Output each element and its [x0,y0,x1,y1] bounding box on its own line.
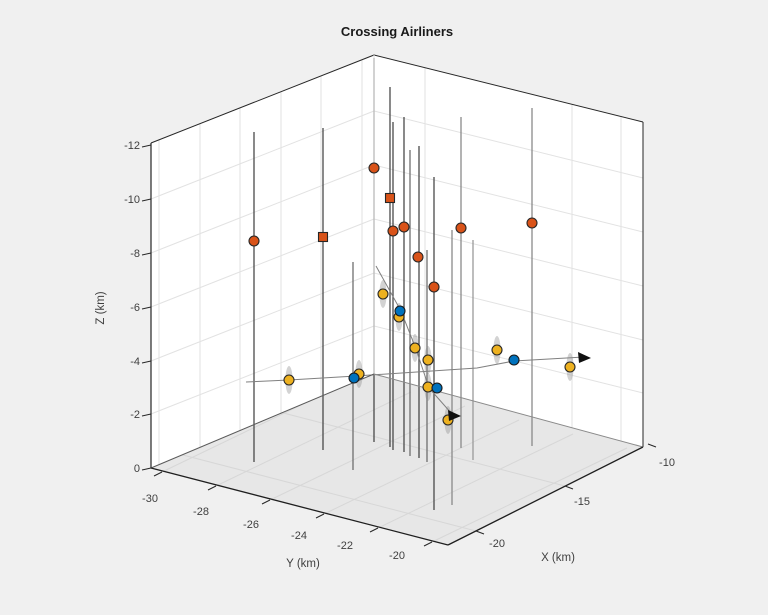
floor-grid-line [267,408,566,487]
airliner-detection-marker [422,381,434,393]
z-tick-label: -12 [124,140,140,152]
right-wall [374,55,643,447]
track-marker [348,372,360,384]
track-marker [394,305,406,317]
axes-floor [151,374,643,545]
wall-grid-line [150,272,375,362]
z-tick-label: -8 [130,248,140,260]
other-traffic-detection-marker [412,251,424,263]
axes-edge [447,446,644,546]
other-traffic-detection-marker [398,221,410,233]
tick-mark [141,360,152,364]
wall-grid-line [150,164,375,254]
wall-grid-line [150,218,375,308]
floor-plane [151,374,643,545]
other-traffic-detection-marker [455,222,467,234]
other-traffic-detection-marker [387,225,399,237]
x-tick-label: -10 [659,457,675,469]
y-axis-label: Y (km) [286,558,320,570]
tick-mark [153,471,163,477]
trajectory-line [245,356,585,383]
y-tick-label: -28 [193,506,209,518]
floor-grid-line [178,453,477,532]
other-traffic-detection-square-marker [384,192,396,204]
airliner-detection-marker [377,288,389,300]
z-tick-label: 0 [134,463,140,475]
airliner-detection-marker [564,361,576,373]
left-wall [151,55,374,468]
axes-edge [373,373,644,448]
floor-grid-line [323,419,520,515]
axes-walls [151,55,643,468]
y-tick-label: -22 [337,540,353,552]
x-axis-label: X (km) [541,552,575,564]
y-tick-label: -26 [243,519,259,531]
other-traffic-detection-marker [368,162,380,174]
x-tick-label: -15 [574,496,590,508]
track-marker [431,382,443,394]
airliner-detection-marker [283,374,295,386]
y-tick-label: -24 [291,530,307,542]
y-tick-label: -20 [389,550,405,562]
tick-mark [141,306,152,310]
tick-mark [423,541,433,547]
airliner-detection-marker [409,342,421,354]
other-traffic-detection-square-marker [317,231,329,243]
z-tick-label: -10 [124,194,140,206]
floor-grid-line [377,433,574,529]
z-tick-label: -2 [130,409,140,421]
axes-box-edges [150,54,644,546]
axis-ticks: -12-10-8-6-4-20-30-28-26-24-22-20-20-15-… [124,140,675,562]
other-traffic-detection-marker [248,235,260,247]
data-markers [248,162,591,426]
axes-edge [150,467,449,546]
track-marker [508,354,520,366]
tick-mark [647,443,657,448]
other-traffic-detection-marker [526,217,538,229]
tick-mark [141,467,152,471]
y-tick-label: -30 [142,493,158,505]
floor-grid-line [215,391,412,487]
other-traffic-detection-marker [428,281,440,293]
tick-mark [207,485,217,491]
platform-triangle-marker [578,352,591,363]
airliner-detection-marker [422,354,434,366]
airliner-detection-marker [491,344,503,356]
tick-mark [369,527,379,533]
platform-triangle-marker [448,410,461,421]
tick-mark [261,499,271,505]
tick-mark [564,485,574,490]
z-axis-label: Z (km) [95,291,107,324]
axes-edge [150,54,375,144]
tick-mark [141,198,152,202]
tick-mark [475,530,485,535]
tick-mark [315,513,325,519]
floor-grid-line [431,447,628,543]
tick-mark [141,144,152,148]
axes-edge [373,54,644,123]
tick-mark [141,413,152,417]
tick-mark [141,252,152,256]
floor-grid-line [269,405,466,501]
plot-title: Crossing Airliners [341,24,453,39]
wall-grid-line [373,110,644,179]
axes-edge [150,373,375,469]
z-tick-label: -6 [130,302,140,314]
wall-grid-line [150,110,375,200]
x-tick-label: -20 [489,538,505,550]
z-tick-label: -4 [130,356,140,368]
wall-grid-line [150,325,375,415]
